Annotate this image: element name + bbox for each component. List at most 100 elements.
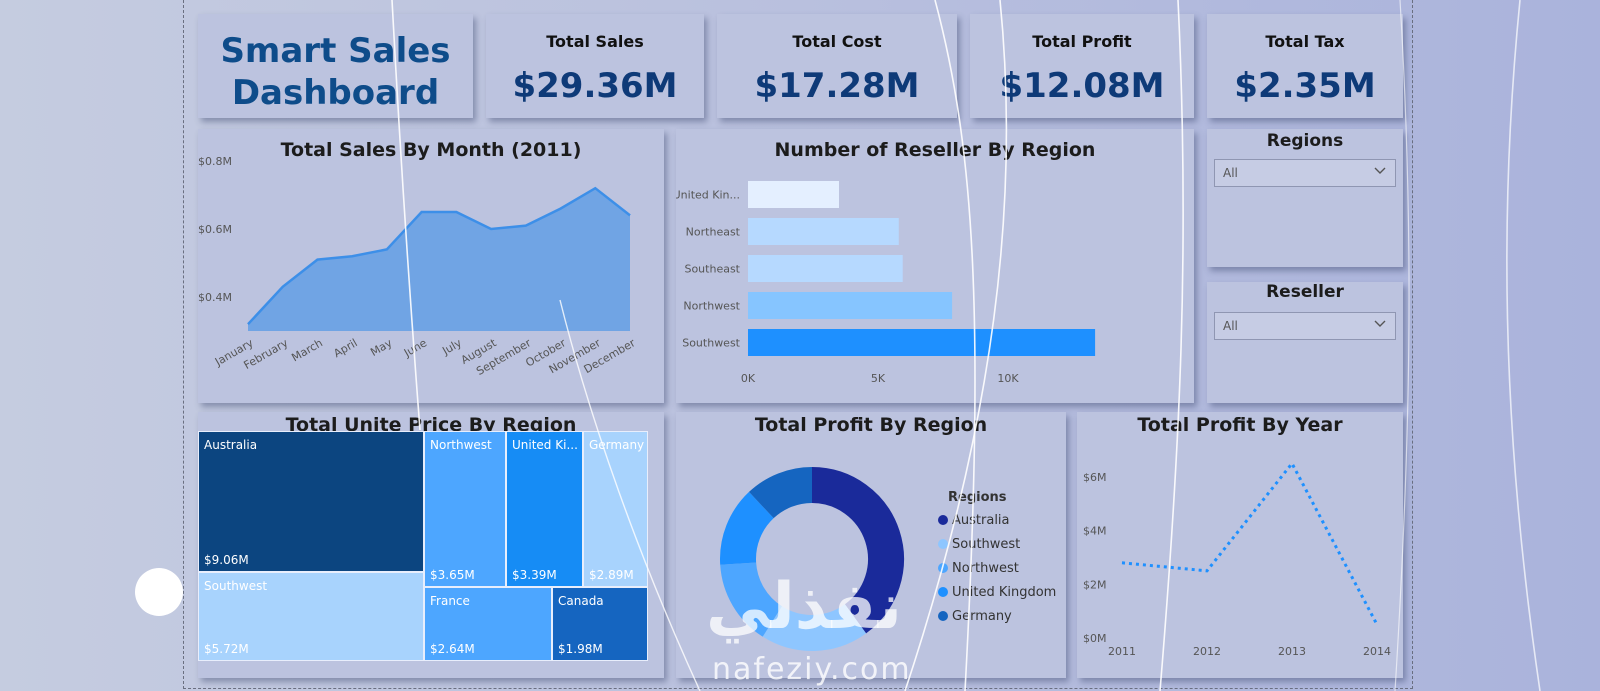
kpi-title: Total Sales — [546, 32, 644, 51]
y-tick-label: Southeast — [684, 263, 740, 276]
sales-by-month-panel[interactable]: Total Sales By Month (2011) $0.4M $0.6M $0… — [198, 129, 664, 403]
legend-label: Australia — [952, 513, 1010, 528]
x-tick-label: April — [331, 336, 359, 360]
y-tick-label: $0.6M — [198, 223, 232, 236]
treemap-cell-label: Southwest — [204, 579, 268, 593]
legend-item[interactable]: Australia — [938, 513, 1010, 528]
legend-swatch — [938, 539, 948, 549]
donut-slice — [811, 467, 904, 634]
report-canvas-border — [183, 0, 1413, 689]
y-tick-label: Northeast — [686, 226, 741, 239]
x-tick-label: 5K — [871, 372, 886, 385]
x-tick-label: March — [289, 336, 325, 364]
treemap-cell[interactable]: Australia $9.06M — [198, 431, 424, 572]
bar — [748, 255, 903, 282]
dashboard-title-line2: Dashboard — [231, 73, 440, 113]
y-tick-label: Southwest — [682, 337, 740, 350]
treemap-cell-label: France — [430, 594, 470, 608]
treemap-cell[interactable]: United Ki... $3.39M — [506, 431, 583, 587]
treemap-cell-value: $2.89M — [589, 568, 634, 582]
kpi-value: $2.35M — [1234, 66, 1376, 106]
profit-by-year-panel[interactable]: Total Profit By Year $0M $2M $4M $6M 2011 201… — [1077, 412, 1403, 678]
x-tick-label: 10K — [997, 372, 1019, 385]
unit-price-treemap[interactable]: Australia $9.06M Southwest $5.72M Northwest $… — [198, 412, 664, 678]
x-tick-label: 0K — [741, 372, 756, 385]
kpi-card-total-tax[interactable]: Total Tax $2.35M — [1207, 14, 1403, 118]
treemap-cell[interactable]: Germany $2.89M — [583, 431, 648, 587]
legend-label: Southwest — [952, 537, 1021, 552]
dropdown-value: All — [1223, 166, 1238, 180]
bar — [748, 218, 899, 245]
treemap-cell[interactable]: Canada $1.98M — [552, 587, 648, 661]
bar — [748, 329, 1096, 356]
panel-title: Total Unite Price By Region — [285, 414, 577, 436]
y-tick-label: $2M — [1083, 578, 1107, 591]
legend-swatch — [938, 611, 948, 621]
dashboard-title: Smart Sales Dashboard — [198, 30, 473, 114]
bar — [748, 292, 953, 319]
line-series — [1121, 460, 1379, 626]
reseller-by-region-panel[interactable]: Number of Reseller By Region United Kin.… — [676, 129, 1194, 403]
kpi-card-total-profit[interactable]: Total Profit $12.08M — [970, 14, 1194, 118]
watermark-url: nafeziy.com — [712, 652, 912, 687]
legend-item[interactable]: United Kingdom — [938, 585, 1056, 600]
donut-slice — [720, 491, 775, 565]
y-tick-label: $6M — [1083, 471, 1107, 484]
legend-label: Northwest — [952, 561, 1019, 576]
unit-price-by-region-panel[interactable]: Total Unite Price By Region Australia $9.… — [198, 412, 664, 678]
treemap-cell[interactable]: Southwest $5.72M — [198, 572, 424, 661]
treemap-cell-label: Northwest — [430, 438, 492, 452]
treemap-cell-label: Germany — [589, 438, 645, 452]
y-tick-label: $0.4M — [198, 291, 232, 304]
treemap-cell-label: United Ki... — [512, 438, 578, 452]
reseller-dropdown[interactable]: All — [1214, 312, 1396, 340]
treemap-cell[interactable]: France $2.64M — [424, 587, 552, 661]
x-tick-label: 2011 — [1108, 645, 1136, 658]
legend-title: Regions — [948, 490, 1007, 505]
slicer-title: Reseller — [1266, 282, 1344, 302]
watermark-arabic: نفذلي — [706, 570, 902, 644]
treemap-cell-value: $5.72M — [204, 642, 249, 656]
kpi-title: Total Tax — [1265, 32, 1345, 51]
chevron-down-icon — [1374, 320, 1386, 327]
brand-card: Smart Sales Dashboard — [198, 14, 473, 118]
kpi-card-total-sales[interactable]: Total Sales $29.36M — [486, 14, 704, 118]
kpi-title: Total Profit — [1032, 32, 1132, 51]
donut-slice — [720, 561, 783, 637]
bar — [748, 181, 839, 208]
treemap-cell-value: $2.64M — [430, 642, 475, 656]
kpi-value: $12.08M — [999, 66, 1165, 106]
treemap-cell[interactable]: Northwest $3.65M — [424, 431, 506, 587]
regions-slicer[interactable]: Regions All — [1207, 129, 1403, 267]
legend-item[interactable]: Germany — [938, 609, 1012, 624]
reseller-by-region-chart[interactable]: United Kin... Northeast Southeast Northwest… — [676, 129, 1194, 403]
profit-by-year-chart[interactable]: $0M $2M $4M $6M 2011 2012 2013 2014 — [1077, 412, 1403, 678]
legend-swatch — [938, 563, 948, 573]
decorative-circle — [135, 568, 183, 616]
regions-dropdown[interactable]: All — [1214, 159, 1396, 187]
area-fill — [248, 188, 630, 331]
dropdown-value: All — [1223, 319, 1238, 333]
kpi-card-total-cost[interactable]: Total Cost $17.28M — [717, 14, 957, 118]
chevron-down-icon — [1374, 167, 1386, 174]
y-tick-label: $4M — [1083, 525, 1107, 538]
area-line — [247, 186, 631, 326]
legend-label: Germany — [952, 609, 1012, 624]
x-tick-label: 2013 — [1278, 645, 1306, 658]
profit-by-region-donut[interactable] — [676, 412, 1066, 678]
legend-item[interactable]: Southwest — [938, 537, 1020, 552]
legend-item[interactable]: Northwest — [938, 561, 1019, 576]
panel-title: Total Sales By Month (2011) — [280, 139, 582, 161]
legend-swatch — [938, 587, 948, 597]
kpi-value: $17.28M — [754, 66, 920, 106]
treemap-cell-value: $3.65M — [430, 568, 475, 582]
x-tick-label: 2014 — [1363, 645, 1391, 658]
dashboard-title-line1: Smart Sales — [220, 31, 451, 71]
kpi-value: $29.36M — [512, 66, 678, 106]
treemap-cell-label: Australia — [204, 438, 258, 452]
legend-swatch — [938, 515, 948, 525]
y-tick-label: $0M — [1083, 632, 1107, 645]
treemap-cell-value: $3.39M — [512, 568, 557, 582]
reseller-slicer[interactable]: Reseller All — [1207, 282, 1403, 403]
